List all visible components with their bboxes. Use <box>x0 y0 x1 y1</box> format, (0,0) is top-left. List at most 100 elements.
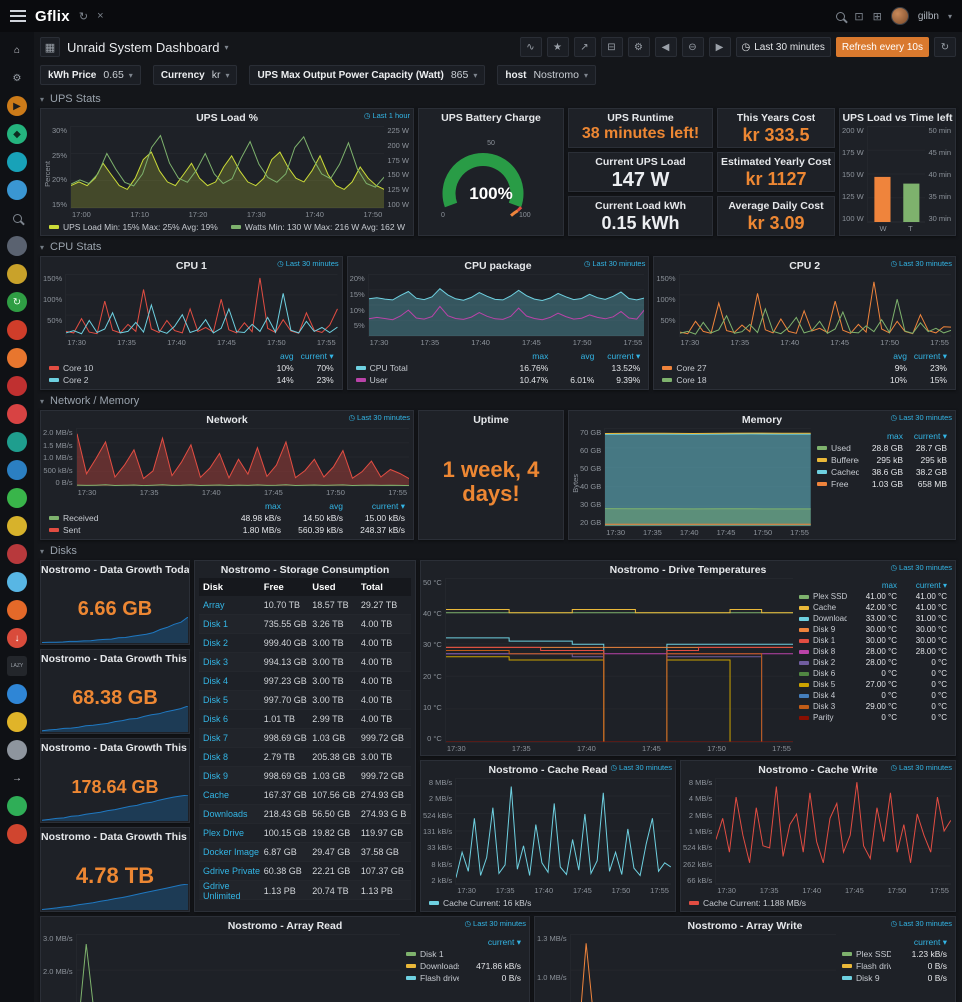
legend-sort-current[interactable]: current ▾ <box>487 936 521 947</box>
panel-title[interactable]: CPU 1 <box>175 259 207 272</box>
cast-icon[interactable]: ⊞ <box>872 10 882 23</box>
storage-disk-link[interactable]: Disk 6 <box>203 714 229 724</box>
legend-series-name[interactable]: Cache <box>799 603 847 612</box>
array-read-chart[interactable] <box>75 934 400 1002</box>
dashboard-picker-icon[interactable]: ▦ <box>40 37 60 57</box>
cpu1-chart[interactable] <box>65 274 338 337</box>
legend-series-name[interactable]: Core 2 <box>49 375 254 385</box>
storage-disk-link[interactable]: Cache <box>203 790 230 800</box>
section-header-ups[interactable]: ▾ UPS Stats <box>40 90 956 108</box>
cache-write-chart[interactable] <box>715 778 951 885</box>
sidebar-app-phoenix-icon[interactable] <box>7 600 27 620</box>
time-back-button[interactable]: ◀ <box>654 37 677 57</box>
memory-chart[interactable] <box>604 428 811 527</box>
sidebar-app-library-icon[interactable] <box>7 740 27 760</box>
legend-sort-max[interactable]: max <box>881 581 897 590</box>
time-range-picker[interactable]: ◷ Last 30 minutes <box>735 37 831 57</box>
sidebar-app-flame-icon[interactable] <box>7 348 27 368</box>
sidebar-app-shark-icon[interactable] <box>7 460 27 480</box>
panel-title[interactable]: Current UPS Load <box>595 155 686 168</box>
legend-series-name[interactable]: Disk 1 <box>406 949 459 959</box>
sidebar-app-sab-icon[interactable] <box>7 712 27 732</box>
sidebar-app-shield-icon[interactable] <box>7 376 27 396</box>
panel-title[interactable]: Nostromo - Data Growth This Year <box>41 830 189 843</box>
legend-series-name[interactable]: Downloads <box>799 614 847 623</box>
legend-series-name[interactable]: Sent <box>49 525 219 535</box>
legend-series-name[interactable]: Parity <box>799 713 847 722</box>
cpu2-chart[interactable] <box>678 274 951 337</box>
storage-disk-link[interactable]: Plex Drive <box>203 828 245 838</box>
legend-sort-avg[interactable]: avg <box>329 501 343 511</box>
ups-bars-chart[interactable] <box>866 126 926 223</box>
storage-disk-link[interactable]: Disk 4 <box>203 676 229 686</box>
storage-disk-link[interactable]: Array <box>203 600 225 610</box>
panel-title[interactable]: CPU package <box>464 259 532 272</box>
section-header-disks[interactable]: ▾ Disks <box>40 542 956 560</box>
legend-sort-current[interactable]: current ▾ <box>913 936 947 947</box>
legend-sort-current[interactable]: current ▾ <box>300 350 334 361</box>
panel-title[interactable]: Nostromo - Array Read <box>227 919 343 932</box>
panel-title[interactable]: Nostromo - Array Write <box>687 919 803 932</box>
panel-title[interactable]: Network <box>206 413 248 426</box>
user-menu-caret-icon[interactable]: ▾ <box>947 11 952 21</box>
sidebar-settings-icon[interactable]: ⚙ <box>12 72 22 84</box>
legend-item[interactable]: Cache Current: 1.188 MB/s <box>689 898 806 908</box>
sidebar-app-recycle-icon[interactable]: ↻ <box>7 292 27 312</box>
network-chart[interactable] <box>75 428 409 487</box>
storage-disk-link[interactable]: Disk 7 <box>203 733 229 743</box>
sidebar-search-icon[interactable] <box>7 208 27 228</box>
section-header-cpu[interactable]: ▾ CPU Stats <box>40 238 956 256</box>
panel-title[interactable]: This Years Cost <box>736 111 816 124</box>
panel-title[interactable]: CPU 2 <box>789 259 821 272</box>
temperatures-chart[interactable] <box>444 578 793 743</box>
panel-title[interactable]: Nostromo - Cache Read <box>488 763 608 776</box>
refresh-interval-picker[interactable]: Refresh every 10s <box>835 37 929 57</box>
sidebar-app-droplet-icon[interactable] <box>7 684 27 704</box>
legend-series-name[interactable]: Core 18 <box>662 375 867 385</box>
variable-value[interactable]: kr ▾ <box>211 69 230 81</box>
sidebar-app-beer-icon[interactable] <box>7 264 27 284</box>
panel-title[interactable]: UPS Load vs Time left <box>842 111 953 124</box>
legend-series-name[interactable]: User <box>355 375 503 385</box>
legend-series-name[interactable]: Plex SSD <box>799 592 847 601</box>
legend-item[interactable]: Cache Current: 16 kB/s <box>429 898 531 908</box>
variable-dropdown[interactable]: UPS Max Output Power Capacity (Watt) 865 ▾ <box>249 65 486 85</box>
section-header-network-memory[interactable]: ▾ Network / Memory <box>40 392 956 410</box>
panel-title[interactable]: Memory <box>741 413 783 426</box>
legend-sort-avg[interactable]: avg <box>279 351 294 361</box>
storage-disk-link[interactable]: Gdrive Private <box>203 866 261 876</box>
array-write-chart[interactable] <box>569 934 836 1002</box>
dashboard-settings-button[interactable]: ⚙ <box>627 37 650 57</box>
panel-title[interactable]: Average Daily Cost <box>728 199 824 212</box>
legend-sort-max[interactable]: max <box>264 501 281 511</box>
legend-series-name[interactable]: Disk 6 <box>799 669 847 678</box>
fullscreen-icon[interactable]: ⊡ <box>854 10 864 23</box>
sidebar-logout-icon[interactable]: → <box>12 772 22 784</box>
save-dashboard-button[interactable]: ⊟ <box>600 37 623 57</box>
legend-series-name[interactable]: Plex SSD <box>842 949 891 959</box>
sidebar-app-lazy-icon[interactable]: LAZY <box>7 656 27 676</box>
legend-sort-current[interactable]: current ▾ <box>913 350 947 361</box>
search-icon[interactable] <box>836 11 846 21</box>
legend-series-name[interactable]: Core 10 <box>49 363 254 373</box>
storage-disk-link[interactable]: Downloads <box>203 809 248 819</box>
legend-series-name[interactable]: Core 27 <box>662 363 867 373</box>
legend-series-name[interactable]: Downloads <box>406 961 459 971</box>
legend-series-name[interactable]: Disk 9 <box>842 973 891 983</box>
sidebar-app-drops-icon[interactable] <box>7 404 27 424</box>
panel-title[interactable]: Nostromo - Data Growth This Week <box>41 652 189 665</box>
sidebar-app-camera-icon[interactable] <box>7 572 27 592</box>
ups-load-chart[interactable] <box>70 126 385 209</box>
sidebar-app-teal-circle-icon[interactable] <box>7 152 27 172</box>
panel-title[interactable]: Current Load kWh <box>595 199 686 212</box>
panel-title[interactable]: UPS Load % <box>196 111 258 124</box>
legend-sort-max[interactable]: max <box>532 351 549 361</box>
legend-series-name[interactable]: Flash drive <box>842 961 891 971</box>
legend-series-name[interactable]: CPU Total <box>355 363 503 373</box>
sidebar-app-github-icon[interactable] <box>7 796 27 816</box>
storage-disk-link[interactable]: Disk 2 <box>203 638 229 648</box>
cpu-package-chart[interactable] <box>367 274 645 337</box>
username[interactable]: gilbn <box>917 10 939 22</box>
legend-series-name[interactable]: Buffered <box>817 455 859 465</box>
legend-series-name[interactable]: Cached <box>817 467 859 477</box>
